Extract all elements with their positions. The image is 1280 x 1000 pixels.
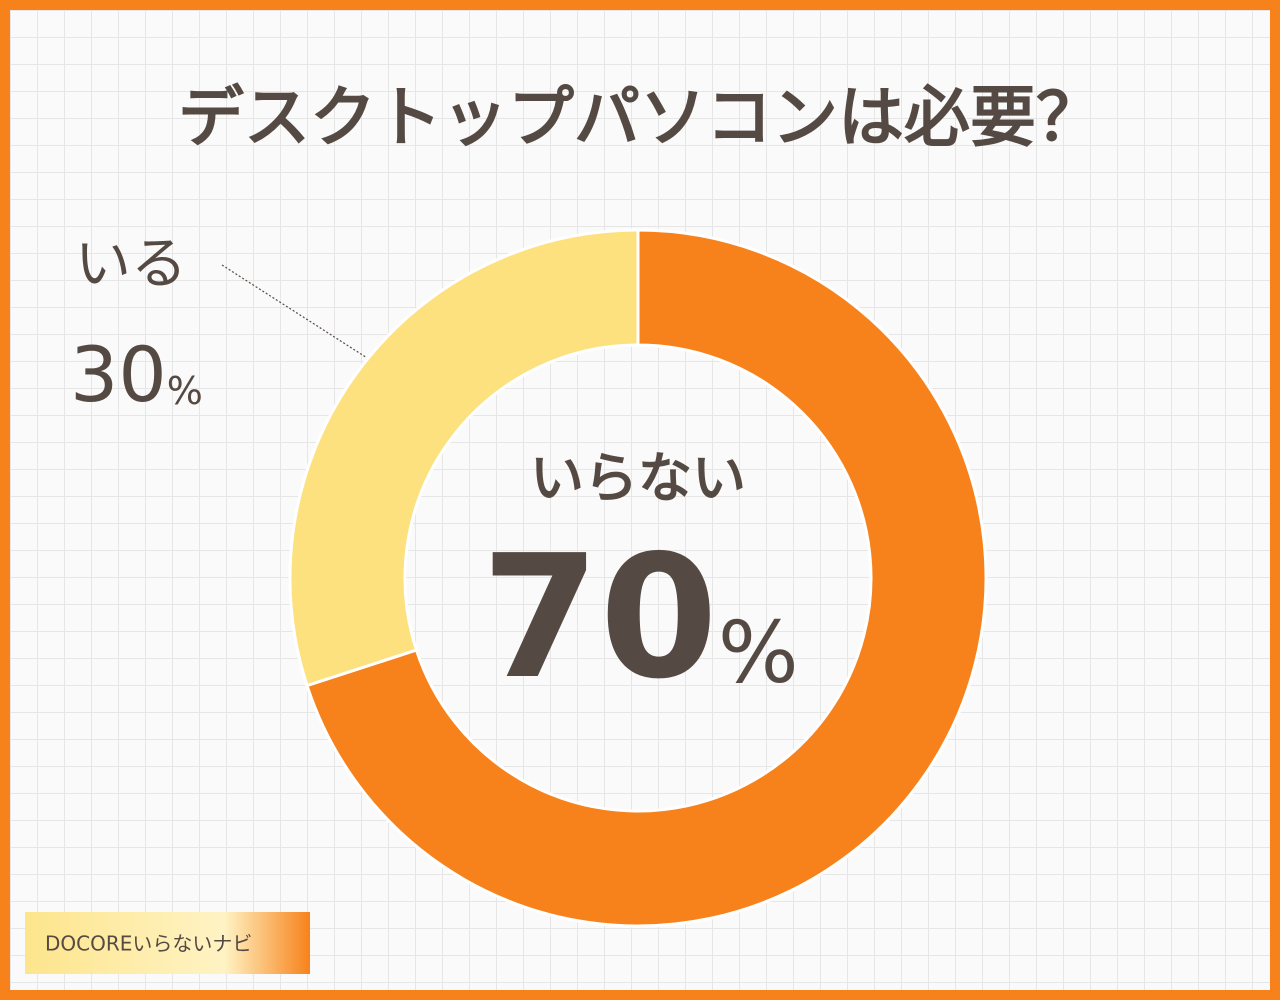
value-label: 70% xyxy=(481,519,798,717)
category-label: いらない xyxy=(530,447,746,510)
chart-title: デスクトップパソコンは必要？ xyxy=(178,79,1102,156)
donut-slice xyxy=(288,228,640,688)
donut-slice xyxy=(305,228,988,928)
watermark-box xyxy=(25,912,310,974)
category-label: いる xyxy=(75,232,187,297)
value-label: 30% xyxy=(70,330,203,419)
leader-line xyxy=(221,264,376,364)
watermark: DOCOREいらないナビ xyxy=(45,932,252,956)
